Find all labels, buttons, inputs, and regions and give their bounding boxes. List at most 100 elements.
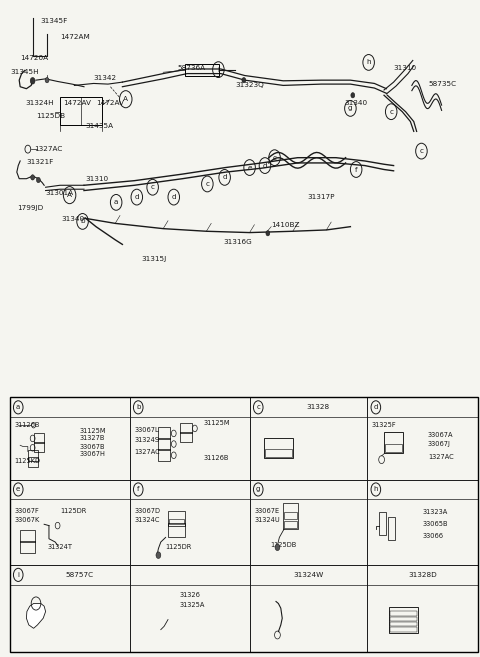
Text: d: d [171, 194, 176, 200]
Bar [390, 611, 417, 616]
Text: 1125DB: 1125DB [36, 113, 65, 120]
Bar [158, 449, 170, 461]
Text: a: a [114, 199, 119, 206]
Bar [158, 438, 170, 449]
Text: 33067H: 33067H [79, 451, 105, 457]
Bar [283, 503, 298, 529]
Text: 1125DR: 1125DR [60, 508, 86, 514]
Circle shape [36, 177, 40, 183]
Bar [169, 519, 184, 524]
Text: 31301A: 31301A [46, 190, 74, 196]
Bar [168, 523, 185, 537]
Bar [284, 521, 297, 528]
Text: 1125DB: 1125DB [271, 542, 297, 549]
Bar [265, 449, 292, 457]
Text: 1472AM: 1472AM [60, 34, 90, 41]
Bar [180, 432, 192, 442]
Bar [385, 443, 402, 451]
Text: b: b [136, 404, 141, 411]
Circle shape [275, 544, 280, 551]
Bar [388, 517, 395, 540]
Text: 1327AC: 1327AC [428, 453, 454, 459]
Bar [60, 97, 102, 125]
Text: 31340: 31340 [345, 100, 368, 106]
Circle shape [156, 552, 161, 558]
Text: 31325A: 31325A [180, 602, 205, 608]
Text: 31126B: 31126B [14, 422, 40, 428]
Text: 31324H: 31324H [25, 100, 54, 106]
Text: a: a [16, 404, 20, 411]
Text: c: c [151, 184, 155, 191]
Text: 31323Q: 31323Q [235, 82, 264, 89]
Text: 31315J: 31315J [142, 256, 167, 262]
Bar [284, 512, 297, 519]
Bar [389, 606, 418, 633]
Text: i: i [17, 572, 19, 578]
Text: 33067D: 33067D [134, 508, 160, 514]
Circle shape [266, 231, 270, 236]
Text: e: e [247, 164, 252, 171]
Text: 31345F: 31345F [41, 18, 68, 24]
Text: 31316G: 31316G [223, 238, 252, 245]
Text: 31340: 31340 [61, 215, 84, 222]
Text: 31310: 31310 [85, 175, 108, 182]
Text: 31435A: 31435A [85, 123, 114, 129]
Text: 31328D: 31328D [408, 572, 437, 578]
Text: 1410BZ: 1410BZ [271, 221, 300, 228]
Circle shape [45, 78, 49, 83]
Text: h: h [373, 486, 378, 493]
Text: 58735C: 58735C [428, 81, 456, 87]
Bar [20, 530, 35, 542]
Bar [180, 423, 192, 433]
Text: d: d [222, 174, 227, 181]
Circle shape [31, 175, 35, 180]
Text: 31317P: 31317P [307, 194, 335, 200]
Bar [20, 541, 35, 553]
Text: 31328: 31328 [306, 404, 330, 411]
Bar [34, 442, 44, 452]
Text: c: c [256, 404, 260, 411]
Bar [379, 512, 386, 535]
Text: c: c [273, 154, 276, 161]
Text: 31126B: 31126B [204, 455, 229, 461]
Text: 31324C: 31324C [134, 517, 160, 524]
Circle shape [30, 78, 35, 84]
Text: h: h [366, 59, 371, 66]
Text: 31326: 31326 [180, 592, 201, 598]
Bar [10, 397, 478, 652]
Bar [264, 438, 293, 458]
Text: 1327AC: 1327AC [35, 146, 63, 152]
Text: 31323A: 31323A [422, 509, 448, 516]
Text: 33065B: 33065B [422, 521, 448, 528]
Bar [158, 427, 170, 439]
Text: 1799JD: 1799JD [17, 204, 43, 211]
Text: 33067K: 33067K [14, 517, 40, 524]
Bar [168, 511, 185, 526]
Text: 31125M: 31125M [79, 428, 106, 434]
Text: d: d [134, 194, 139, 200]
Bar [390, 627, 417, 631]
Text: 31324W: 31324W [293, 572, 324, 578]
Bar [28, 457, 38, 467]
Text: 31327B: 31327B [79, 436, 105, 442]
Text: 33067E: 33067E [254, 508, 279, 514]
Text: 58736A: 58736A [178, 64, 206, 71]
Text: 31310: 31310 [394, 65, 417, 72]
Text: 33067L: 33067L [134, 426, 159, 433]
Text: 31324S: 31324S [134, 438, 159, 443]
Bar [28, 451, 38, 461]
Circle shape [351, 93, 355, 98]
Bar [185, 64, 219, 76]
Text: 33067B: 33067B [79, 443, 105, 449]
Text: 14720A: 14720A [20, 55, 48, 61]
Text: g: g [348, 105, 353, 112]
Text: 33066: 33066 [422, 533, 444, 539]
Text: 31345H: 31345H [11, 69, 39, 76]
Text: 33067A: 33067A [428, 432, 454, 438]
Bar [390, 622, 417, 626]
Text: c: c [389, 108, 393, 115]
Text: 1472AV: 1472AV [96, 100, 124, 106]
Text: f: f [137, 486, 140, 493]
Bar [390, 616, 417, 621]
Text: d: d [373, 404, 378, 411]
